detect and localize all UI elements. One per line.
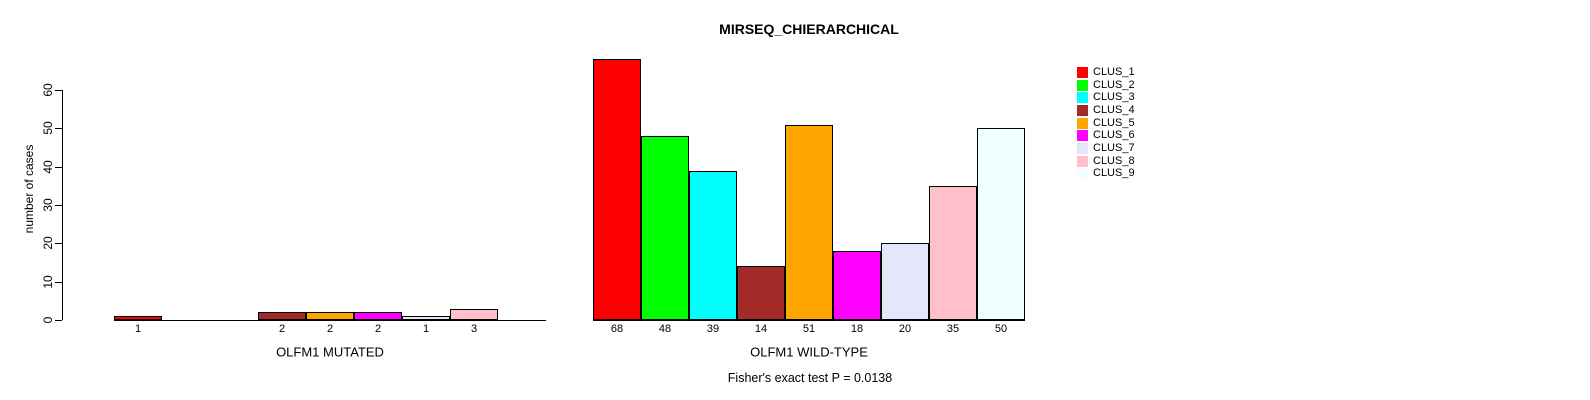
y-tick-mark bbox=[55, 128, 62, 129]
y-tick-label: 20 bbox=[41, 236, 55, 250]
legend-swatch bbox=[1077, 168, 1088, 180]
bar bbox=[785, 125, 833, 320]
y-tick-label: 50 bbox=[41, 121, 55, 135]
legend-item: CLUS_7 bbox=[1077, 142, 1135, 155]
legend-label: CLUS_1 bbox=[1093, 65, 1135, 78]
bar bbox=[402, 316, 450, 320]
y-tick-label: 60 bbox=[41, 83, 55, 97]
x-axis-title: OLFM1 MUTATED bbox=[276, 344, 384, 360]
y-tick-mark bbox=[55, 282, 62, 283]
legend-swatch bbox=[1077, 79, 1088, 91]
legend-item: CLUS_2 bbox=[1077, 79, 1135, 92]
bar bbox=[833, 251, 881, 320]
legend-item: CLUS_8 bbox=[1077, 155, 1135, 168]
x-axis-line bbox=[593, 320, 1025, 321]
legend-swatch bbox=[1077, 130, 1088, 142]
bar-value-label: 68 bbox=[610, 323, 624, 335]
legend-label: CLUS_7 bbox=[1093, 141, 1135, 154]
bar bbox=[450, 309, 498, 320]
plot-title: MIRSEQ_CHIERARCHICAL bbox=[719, 21, 899, 37]
y-tick-mark bbox=[55, 205, 62, 206]
legend-item: CLUS_9 bbox=[1077, 168, 1135, 181]
legend-item: CLUS_1 bbox=[1077, 66, 1135, 79]
y-tick-mark bbox=[55, 167, 62, 168]
y-axis-title: number of cases bbox=[22, 144, 36, 234]
bar bbox=[114, 316, 162, 320]
bar bbox=[689, 171, 737, 320]
legend-item: CLUS_3 bbox=[1077, 91, 1135, 104]
bar-value-label: 35 bbox=[946, 323, 960, 335]
y-tick-mark bbox=[55, 243, 62, 244]
fisher-test-annotation: Fisher's exact test P = 0.0138 bbox=[727, 371, 893, 385]
bar-value-label: 39 bbox=[706, 323, 720, 335]
bar-value-label: 50 bbox=[994, 323, 1008, 335]
legend-label: CLUS_4 bbox=[1093, 103, 1135, 116]
legend-swatch bbox=[1077, 155, 1088, 167]
y-axis-line bbox=[62, 90, 63, 320]
y-tick-label: 40 bbox=[41, 160, 55, 174]
bar-value-label: 2 bbox=[374, 323, 382, 335]
legend-swatch bbox=[1077, 142, 1088, 154]
bar bbox=[929, 186, 977, 320]
bar bbox=[881, 243, 929, 320]
legend-label: CLUS_3 bbox=[1093, 91, 1135, 104]
legend-swatch bbox=[1077, 66, 1088, 78]
bar bbox=[641, 136, 689, 320]
legend: CLUS_1 CLUS_2 CLUS_3 CLUS_4 CLUS_5 CLUS_6 CLUS… bbox=[1077, 66, 1135, 180]
bar-value-label: 20 bbox=[898, 323, 912, 335]
bar bbox=[593, 59, 641, 320]
bar-value-label: 51 bbox=[802, 323, 816, 335]
bar-value-label: 14 bbox=[754, 323, 768, 335]
legend-item: CLUS_4 bbox=[1077, 104, 1135, 117]
bar-value-label: 18 bbox=[850, 323, 864, 335]
y-tick-label: 0 bbox=[41, 316, 55, 324]
bar-value-label: 1 bbox=[134, 323, 142, 335]
y-tick-label: 10 bbox=[41, 275, 55, 289]
bar-value-label: 48 bbox=[658, 323, 672, 335]
bar-value-label: 1 bbox=[422, 323, 430, 335]
y-tick-mark bbox=[55, 320, 62, 321]
bar bbox=[306, 312, 354, 320]
bar-value-label: 2 bbox=[326, 323, 334, 335]
x-axis-title: OLFM1 WILD-TYPE bbox=[750, 344, 868, 360]
bar-value-label: 3 bbox=[470, 323, 478, 335]
legend-swatch bbox=[1077, 92, 1088, 104]
x-axis-line bbox=[114, 320, 546, 321]
y-tick-mark bbox=[55, 90, 62, 91]
legend-label: CLUS_8 bbox=[1093, 154, 1135, 167]
bar bbox=[977, 128, 1025, 320]
bar-value-label: 2 bbox=[278, 323, 286, 335]
legend-label: CLUS_6 bbox=[1093, 129, 1135, 142]
legend-label: CLUS_9 bbox=[1093, 167, 1135, 180]
legend-swatch bbox=[1077, 104, 1088, 116]
bar bbox=[354, 312, 402, 320]
legend-item: CLUS_6 bbox=[1077, 129, 1135, 142]
y-tick-label: 30 bbox=[41, 198, 55, 212]
legend-label: CLUS_2 bbox=[1093, 78, 1135, 91]
legend-label: CLUS_5 bbox=[1093, 116, 1135, 129]
bar bbox=[258, 312, 306, 320]
legend-item: CLUS_5 bbox=[1077, 117, 1135, 130]
legend-swatch bbox=[1077, 117, 1088, 129]
bar bbox=[737, 266, 785, 320]
